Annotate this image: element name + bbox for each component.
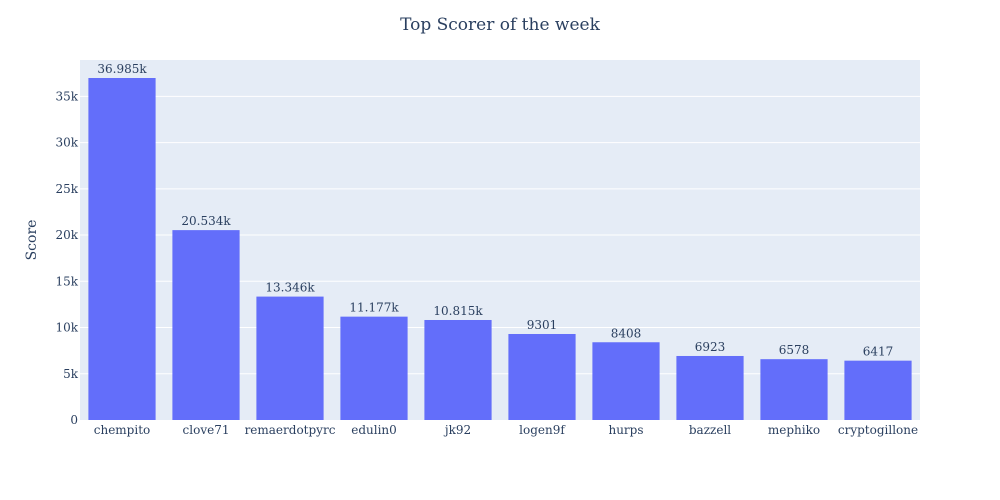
x-tick-label: bazzell — [689, 423, 731, 437]
bar-mephiko[interactable] — [760, 359, 828, 420]
y-axis-label: Score — [24, 220, 40, 261]
y-tick-label: 5k — [63, 367, 79, 381]
data-label: 6578 — [779, 343, 810, 357]
data-label: 9301 — [527, 318, 558, 332]
bar-jk92[interactable] — [424, 319, 492, 420]
x-tick-label: mephiko — [768, 423, 820, 437]
x-tick-label: edulin0 — [351, 423, 397, 437]
y-tick-label: 10k — [55, 321, 78, 335]
x-tick-label: jk92 — [443, 423, 471, 437]
bar-chempito[interactable] — [88, 78, 156, 421]
x-tick-label: hurps — [608, 423, 643, 437]
x-tick-label: remaerdotpyrc — [245, 423, 336, 437]
data-label: 8408 — [611, 326, 642, 340]
x-axis-ticks: chempito clove71 remaerdotpyrc edulin0 jk92 l… — [94, 423, 918, 437]
bar-logen9f[interactable] — [508, 333, 576, 420]
bar-clove71[interactable] — [172, 230, 240, 420]
x-tick-label: cryptogillone — [838, 423, 918, 437]
y-tick-label: 20k — [55, 228, 78, 242]
x-tick-label: logen9f — [519, 423, 566, 437]
bar-bazzell[interactable] — [676, 355, 744, 420]
data-label: 6417 — [863, 345, 894, 359]
x-tick-label: clove71 — [183, 423, 230, 437]
chart-title: Top Scorer of the week — [400, 15, 601, 35]
data-label: 10.815k — [433, 304, 483, 318]
bar-remaerdotpyrc[interactable] — [256, 296, 324, 420]
y-tick-label: 25k — [55, 182, 78, 196]
data-label: 20.534k — [181, 214, 231, 228]
y-tick-label: 0 — [70, 413, 78, 427]
y-axis-ticks: 0 5k 10k 15k 20k 25k 30k 35k — [55, 89, 78, 427]
bar-cryptogillone[interactable] — [844, 360, 912, 420]
data-label: 13.346k — [265, 281, 315, 295]
x-tick-label: chempito — [94, 423, 151, 437]
data-label: 11.177k — [349, 301, 399, 315]
bar-hurps[interactable] — [592, 342, 660, 420]
data-label: 6923 — [695, 340, 726, 354]
y-tick-label: 30k — [55, 136, 78, 150]
data-label: 36.985k — [97, 62, 147, 76]
bar-edulin0[interactable] — [340, 316, 408, 420]
y-tick-label: 15k — [55, 274, 78, 288]
y-tick-label: 35k — [55, 89, 78, 103]
bars — [88, 78, 912, 421]
data-labels: 36.985k 20.534k 13.346k 11.177k 10.815k 9301 8… — [97, 62, 893, 359]
